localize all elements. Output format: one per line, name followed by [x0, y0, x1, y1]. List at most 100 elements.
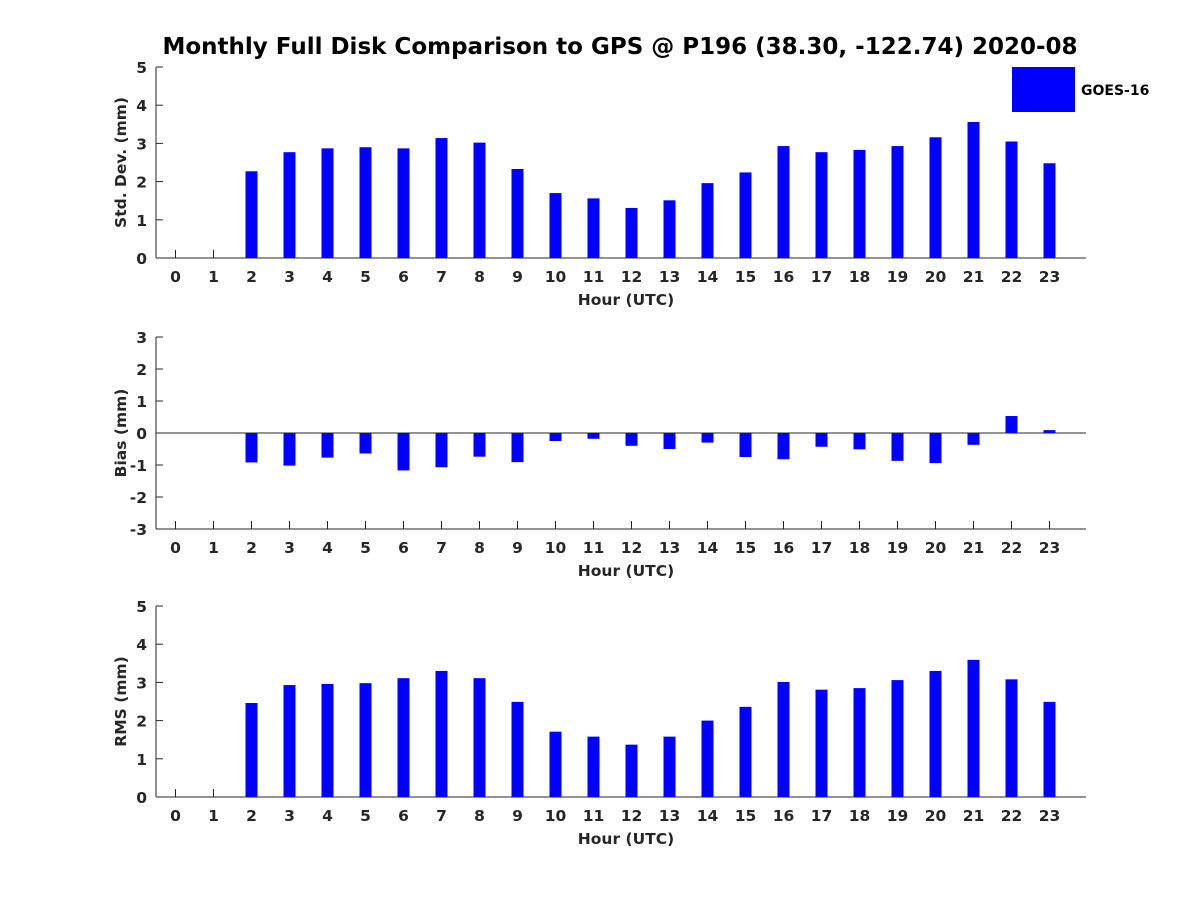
y-tick-label: 5 [136, 59, 147, 77]
x-tick-label: 4 [322, 268, 333, 286]
bar [321, 683, 334, 797]
bar [815, 433, 828, 447]
legend-label: GOES-16 [1081, 83, 1149, 99]
x-tick-label: 7 [436, 539, 447, 557]
x-tick-label: 15 [735, 539, 757, 557]
bar [245, 703, 258, 797]
bar [777, 433, 790, 460]
x-tick-label: 8 [474, 807, 485, 825]
x-tick-label: 9 [512, 268, 523, 286]
x-tick-label: 10 [545, 539, 567, 557]
bar [397, 148, 410, 258]
x-tick-label: 3 [284, 807, 295, 825]
figure-title: Monthly Full Disk Comparison to GPS @ P1… [162, 34, 1077, 60]
x-tick-label: 13 [659, 539, 681, 557]
x-tick-label: 18 [849, 807, 871, 825]
bar [1005, 141, 1018, 258]
x-tick-label: 8 [474, 539, 485, 557]
x-tick-label: 23 [1039, 539, 1061, 557]
x-tick-label: 14 [697, 807, 719, 825]
x-tick-label: 15 [735, 807, 757, 825]
x-tick-label: 21 [963, 807, 985, 825]
x-tick-label: 14 [697, 268, 719, 286]
x-tick-label: 17 [811, 539, 833, 557]
bar [473, 142, 486, 258]
bar [473, 433, 486, 457]
bar [587, 433, 600, 439]
bar [929, 433, 942, 464]
bar [283, 685, 296, 797]
y-tick-label: 0 [136, 250, 147, 268]
x-tick-label: 21 [963, 539, 985, 557]
y-tick-label: 0 [136, 425, 147, 443]
bar [511, 701, 524, 797]
bar [321, 148, 334, 258]
x-tick-label: 20 [925, 268, 947, 286]
x-tick-label: 11 [583, 268, 605, 286]
bar [815, 152, 828, 258]
bar [549, 193, 562, 258]
bar [1005, 416, 1018, 433]
bar [473, 678, 486, 797]
y-tick-label: 2 [136, 361, 147, 379]
x-tick-label: 5 [360, 807, 371, 825]
bar [663, 433, 676, 449]
bar [245, 433, 258, 463]
bar [701, 720, 714, 797]
x-tick-label: 19 [887, 539, 909, 557]
bar [435, 433, 448, 468]
bar [359, 433, 372, 454]
bar [511, 168, 524, 258]
x-tick-label: 22 [1001, 807, 1023, 825]
x-tick-label: 18 [849, 268, 871, 286]
bar [283, 433, 296, 466]
x-tick-label: 19 [887, 268, 909, 286]
x-tick-label: 9 [512, 807, 523, 825]
bar [967, 433, 980, 445]
bar [397, 433, 410, 471]
bar [283, 152, 296, 258]
bar [891, 433, 904, 461]
bar [625, 433, 638, 446]
x-tick-label: 3 [284, 268, 295, 286]
bar [625, 207, 638, 258]
bar [967, 659, 980, 797]
y-tick-label: 1 [136, 212, 147, 230]
y-tick-label: 3 [136, 135, 147, 153]
x-tick-label: 17 [811, 807, 833, 825]
x-tick-label: 20 [925, 539, 947, 557]
legend: GOES-16 [1012, 67, 1149, 112]
y-tick-label: 1 [136, 751, 147, 769]
bar [321, 433, 334, 458]
x-tick-label: 8 [474, 268, 485, 286]
x-tick-label: 18 [849, 539, 871, 557]
bar [549, 731, 562, 797]
x-tick-label: 11 [583, 807, 605, 825]
y-tick-label: -1 [130, 457, 147, 475]
bar [435, 670, 448, 797]
bar [625, 744, 638, 797]
x-tick-label: 2 [246, 807, 257, 825]
x-tick-label: 10 [545, 807, 567, 825]
x-tick-label: 19 [887, 807, 909, 825]
bar [853, 433, 866, 450]
x-tick-label: 7 [436, 807, 447, 825]
y-tick-label: 2 [136, 174, 147, 192]
y-tick-label: 4 [136, 636, 147, 654]
bar [853, 688, 866, 797]
x-tick-label: 1 [208, 539, 219, 557]
bar [967, 122, 980, 259]
bar [1043, 430, 1056, 433]
x-tick-label: 1 [208, 268, 219, 286]
bar [739, 172, 752, 258]
bar [739, 433, 752, 457]
x-tick-label: 12 [621, 268, 643, 286]
x-tick-label: 4 [322, 539, 333, 557]
y-tick-label: -2 [130, 489, 147, 507]
bar [587, 198, 600, 258]
x-tick-label: 13 [659, 268, 681, 286]
bar [245, 171, 258, 258]
x-tick-label: 1 [208, 807, 219, 825]
